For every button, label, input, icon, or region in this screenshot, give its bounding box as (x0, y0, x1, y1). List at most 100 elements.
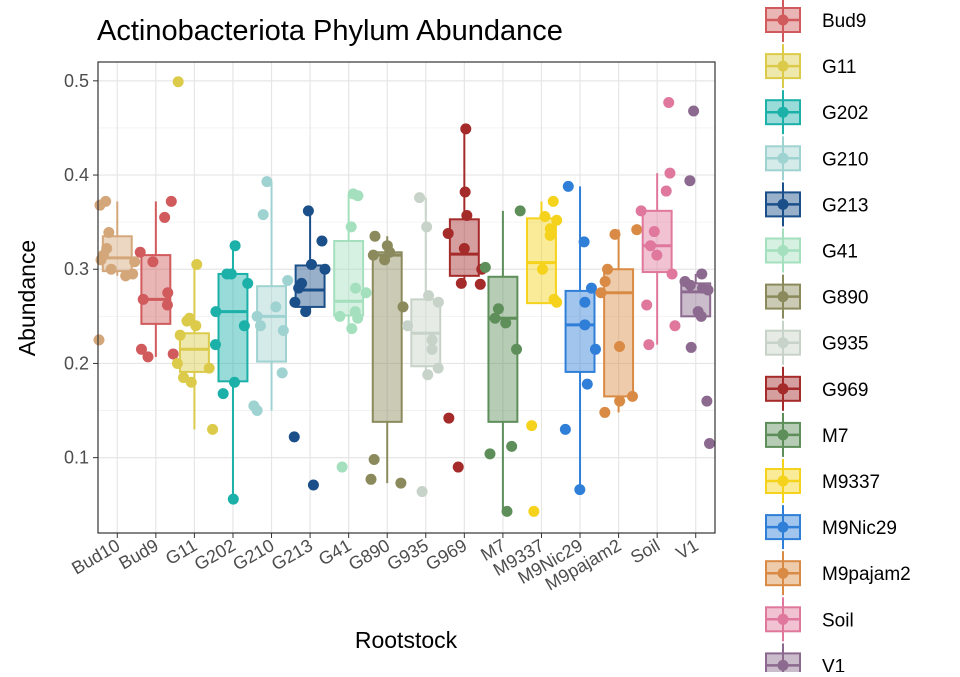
box-G935 (402, 192, 444, 498)
legend-key-point (777, 14, 789, 26)
data-point (474, 278, 486, 290)
data-point (137, 293, 149, 305)
data-point (581, 378, 593, 390)
data-point (589, 343, 601, 355)
data-point (609, 228, 621, 240)
legend-key-point (777, 245, 789, 256)
data-point (210, 306, 222, 318)
data-point (579, 319, 591, 331)
y-axis-title: Abundance (14, 240, 40, 356)
legend-key-point (777, 429, 789, 441)
data-point (506, 440, 518, 452)
data-point (544, 229, 556, 241)
data-point (305, 259, 317, 271)
legend-key-point (777, 152, 789, 164)
legend-label: G890 (822, 288, 868, 309)
legend-key-point (777, 106, 789, 118)
data-point (277, 324, 289, 336)
legend-label: G11 (822, 57, 857, 78)
box-G890 (365, 230, 409, 489)
data-point (402, 320, 414, 332)
legend: Bud9 G11 G202 G210 G213 G41 G890 G935 G969 M7 M933… (765, 0, 911, 677)
y-tick-label: 0.4 (64, 165, 89, 185)
data-point (562, 180, 574, 192)
legend-label: G935 (822, 334, 868, 355)
data-point (181, 315, 193, 327)
legend-item-Bud9: Bud9 (765, 0, 866, 42)
data-point (360, 287, 372, 299)
legend-label: M9pajam2 (822, 564, 911, 585)
data-point (422, 369, 434, 381)
data-point (251, 310, 263, 322)
legend-item-G41: G41 (765, 228, 858, 273)
data-point (346, 323, 358, 335)
legend-item-G11: G11 (765, 44, 857, 89)
data-point (416, 486, 428, 498)
data-point (238, 320, 250, 332)
data-point (174, 329, 186, 341)
data-point (547, 195, 559, 207)
box-M9337 (526, 195, 563, 517)
data-point (660, 185, 672, 197)
data-point (165, 195, 177, 207)
legend-key-point (777, 60, 789, 72)
data-point (443, 412, 455, 424)
data-point (704, 438, 716, 450)
data-point (643, 339, 655, 351)
box-Bud10 (93, 195, 141, 346)
legend-item-M7: M7 (765, 412, 848, 457)
legend-label: M9Nic29 (822, 518, 897, 539)
data-point (270, 301, 282, 313)
data-point (423, 290, 435, 302)
data-point (207, 423, 219, 435)
box-M9pajam2 (595, 224, 643, 418)
data-point (255, 320, 267, 332)
data-point (120, 270, 132, 282)
data-point (217, 388, 229, 400)
data-point (414, 192, 426, 204)
legend-key-point (777, 291, 789, 303)
data-point (551, 296, 563, 308)
legend-item-G210: G210 (765, 136, 868, 181)
data-point (293, 282, 305, 294)
data-point (602, 263, 614, 275)
box-G11 (171, 76, 219, 435)
data-point (257, 209, 269, 221)
data-point (663, 97, 675, 109)
data-point (701, 395, 713, 407)
data-point (395, 477, 407, 489)
data-point (539, 210, 551, 222)
legend-key-point (777, 337, 789, 349)
data-point (134, 246, 146, 258)
data-point (171, 357, 183, 369)
data-point (578, 236, 590, 248)
legend-item-G213: G213 (765, 182, 868, 227)
data-point (685, 341, 697, 353)
y-tick-label: 0.2 (64, 353, 89, 373)
data-point (684, 279, 696, 291)
data-point (426, 343, 438, 355)
box-M7 (479, 205, 526, 517)
legend-item-G202: G202 (765, 90, 868, 135)
legend-item-M9337: M9337 (765, 459, 880, 503)
legend-item-M9Nic29: M9Nic29 (765, 505, 897, 550)
legend-key-point (777, 521, 789, 533)
y-tick-label: 0.1 (64, 448, 89, 468)
data-point (599, 275, 611, 287)
data-point (172, 76, 184, 88)
legend-item-G969: G969 (765, 366, 868, 411)
legend-label: Bud9 (822, 11, 866, 32)
data-point (432, 296, 444, 308)
data-point (635, 205, 647, 217)
data-point (514, 205, 526, 217)
legend-label: M9337 (822, 472, 880, 493)
box-Soil (635, 97, 681, 351)
data-point (484, 448, 496, 460)
data-point (103, 227, 115, 239)
data-point (641, 299, 653, 311)
data-point (161, 299, 173, 311)
x-axis-title: Rootstock (355, 627, 458, 653)
box-G202 (209, 240, 254, 505)
